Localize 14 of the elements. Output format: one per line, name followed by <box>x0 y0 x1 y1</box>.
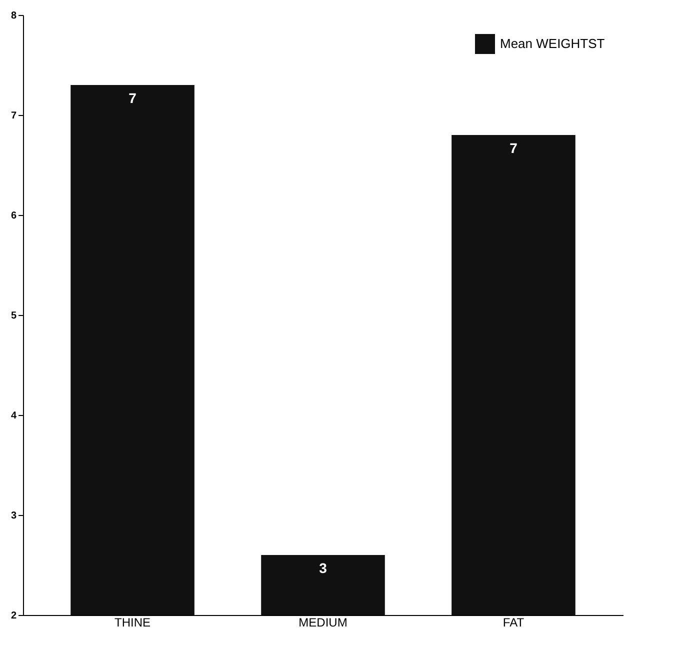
y-tick-label: 5 <box>10 310 17 322</box>
y-tick-label: 4 <box>10 410 17 422</box>
x-tick-label: MEDIUM <box>298 616 348 630</box>
text: 3 <box>319 560 327 576</box>
y-tick-label: 2 <box>10 610 17 622</box>
x-tick-label: FAT <box>502 616 525 630</box>
x-tick-label: THINE <box>114 616 151 630</box>
y-tick-label: 8 <box>10 10 17 22</box>
text: 7 <box>510 140 518 156</box>
legend-label: Mean WEIGHTST <box>500 36 605 51</box>
y-tick-label: 3 <box>10 510 17 522</box>
y-tick-label: 6 <box>10 210 17 222</box>
y-tick-label: 7 <box>10 110 17 122</box>
text: 7 <box>128 90 136 106</box>
